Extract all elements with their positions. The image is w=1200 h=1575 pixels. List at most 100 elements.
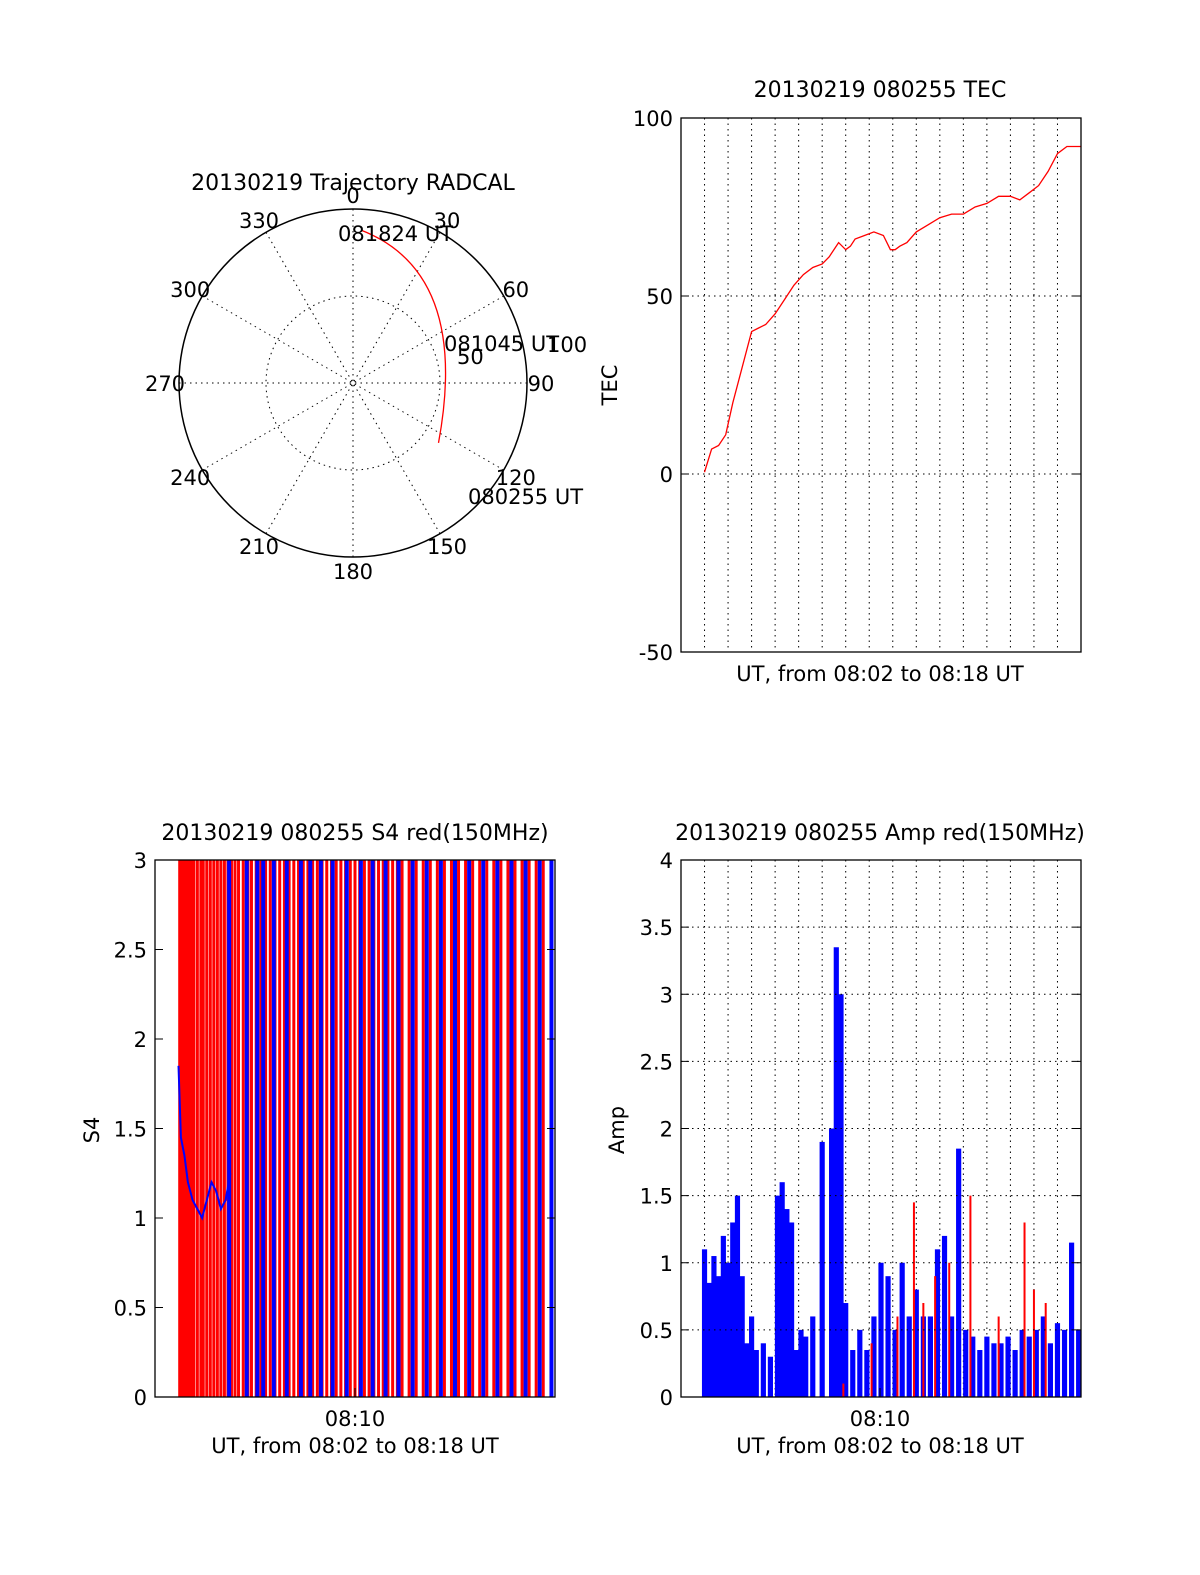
amp-blue-bar (864, 1350, 870, 1397)
amp-blue-bar (789, 1222, 795, 1397)
y-tick-label: 1 (134, 1207, 147, 1231)
polar-angle-label: 300 (170, 278, 210, 302)
polar-trajectory-panel: 20130219 Trajectory RADCAL 0 30 60 90 120 150… (145, 171, 587, 584)
amp-blue-bar (1061, 1329, 1068, 1397)
s4-xtick-label: 08:10 (325, 1407, 386, 1431)
amp-blue-bar (793, 1350, 799, 1397)
amp-blue-bar (810, 1316, 816, 1397)
amp-blue-bar (706, 1282, 712, 1397)
y-tick-label: 2.5 (114, 939, 147, 963)
polar-angle-label: 210 (239, 535, 279, 559)
amp-blue-bar (857, 1329, 863, 1397)
s4-title: 20130219 080255 S4 red(150MHz) (161, 821, 548, 846)
amp-blue-bar (941, 1235, 948, 1397)
y-tick-label: 0.5 (114, 1297, 147, 1321)
polar-angle-label: 90 (528, 372, 555, 396)
tec-frame (680, 117, 1082, 653)
amp-blue-bar (885, 1276, 891, 1397)
amp-blue-bar (1033, 1329, 1039, 1397)
amp-blue-bar (784, 1209, 790, 1397)
amp-blue-bar (892, 1329, 898, 1397)
amp-blue-bar (725, 1262, 731, 1397)
amp-blue-bar (779, 1182, 785, 1397)
amp-blue-bar (720, 1235, 726, 1397)
y-tick-label: 2 (660, 1118, 673, 1142)
y-tick-label: 100 (633, 107, 673, 131)
amp-blue-bar (716, 1276, 722, 1397)
s4-frame (154, 859, 556, 1398)
polar-radial-label-50: 50 (457, 345, 484, 369)
y-tick-label: 4 (660, 849, 673, 873)
polar-radial-label-100: 100 (547, 333, 587, 357)
y-tick-label: 50 (646, 285, 673, 309)
amp-blue-bar (833, 947, 839, 1397)
y-tick-label: 3 (660, 983, 673, 1007)
s4-ticks: 0 0.5 1 1.5 2 2.5 3 (114, 849, 555, 1410)
amp-blue-bar (701, 1249, 708, 1397)
amp-blue-bar (1005, 1336, 1011, 1397)
amp-blue-bar (760, 1343, 766, 1397)
amp-blue-bar (871, 1316, 877, 1397)
s4-panel: 20130219 080255 S4 red(150MHz) 0 0.5 1 1.5 2… (80, 821, 556, 1458)
s4-xlabel: UT, from 08:02 to 08:18 UT (211, 1434, 499, 1458)
amp-blue-bar (734, 1195, 741, 1397)
s4-ylabel: S4 (80, 1117, 104, 1144)
amp-grid (704, 860, 1058, 1397)
amp-blue-bar (913, 1289, 919, 1397)
y-tick-label: 1.5 (114, 1118, 147, 1142)
amp-blue-bar (906, 1316, 912, 1397)
amp-blue-bar (970, 1336, 976, 1397)
amp-blue-bar (749, 1316, 755, 1397)
amp-bars (701, 947, 1082, 1397)
polar-angle-label: 30 (434, 209, 461, 233)
amp-blue-bar (1069, 1242, 1075, 1397)
y-tick-label: 3 (134, 849, 147, 873)
y-tick-label: 0 (660, 463, 673, 487)
amp-blue-bar (963, 1329, 969, 1397)
amp-blue-bar (798, 1329, 804, 1397)
amp-blue-bar (753, 1350, 759, 1397)
polar-angle-label: 330 (239, 209, 279, 233)
amp-xlabel: UT, from 08:02 to 08:18 UT (736, 1434, 1024, 1458)
polar-angle-label: 240 (170, 466, 210, 490)
polar-spoke (265, 232, 441, 534)
polar-inner-circle (265, 295, 441, 471)
amp-blue-bar (774, 1195, 781, 1397)
polar-grid (178, 208, 528, 558)
amp-blue-bar (843, 1303, 849, 1397)
amp-blue-bar (977, 1350, 983, 1397)
polar-angle-label: 150 (427, 535, 467, 559)
amp-blue-bar (1019, 1329, 1025, 1397)
amp-xtick-label: 08:10 (850, 1407, 911, 1431)
tec-title: 20130219 080255 TEC (754, 78, 1007, 103)
amp-blue-bar (1012, 1350, 1018, 1397)
amp-blue-bar (819, 1141, 825, 1397)
amp-blue-bar (927, 1316, 933, 1397)
polar-title: 20130219 Trajectory RADCAL (191, 171, 515, 196)
y-tick-label: 0 (660, 1386, 673, 1410)
polar-angle-label: 0 (346, 184, 359, 208)
y-tick-label: 0.5 (640, 1319, 673, 1343)
amp-blue-bar (949, 1316, 955, 1397)
amp-ylabel: Amp (605, 1106, 629, 1154)
point-label-start: 080255 UT (468, 485, 583, 509)
polar-angle-label: 120 (496, 466, 536, 490)
polar-spoke (265, 232, 441, 534)
y-tick-label: 0 (134, 1386, 147, 1410)
tec-xlabel: UT, from 08:02 to 08:18 UT (736, 662, 1024, 686)
point-label-end: 081824 UT (338, 222, 453, 246)
amp-panel: 20130219 080255 Amp red(150MHz) 0 0.5 1 1.5… (605, 821, 1085, 1458)
amp-blue-bar (934, 1249, 941, 1397)
y-tick-label: -50 (639, 641, 673, 665)
amp-blue-bar (730, 1222, 736, 1397)
amp-blue-bar (767, 1356, 773, 1397)
amp-blue-bar (984, 1336, 990, 1397)
amp-blue-bar (803, 1336, 809, 1397)
polar-angle-label: 270 (145, 372, 185, 396)
amp-blue-bar (850, 1350, 856, 1397)
y-tick-label: 2 (134, 1028, 147, 1052)
amp-blue-bar (1076, 1329, 1082, 1397)
amp-blue-bar (878, 1262, 884, 1397)
tec-series-line (703, 145, 1081, 473)
